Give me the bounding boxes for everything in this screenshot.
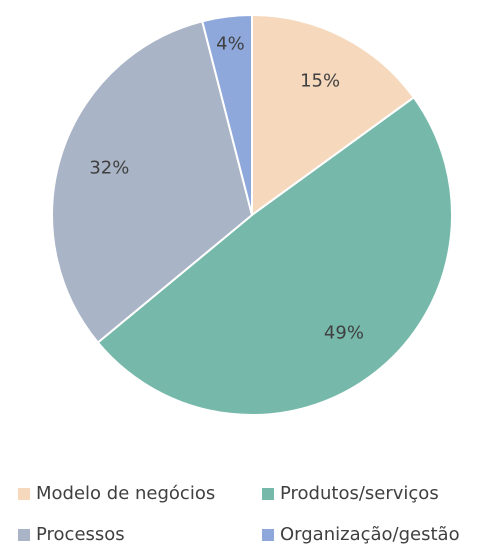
legend-marker <box>18 488 30 500</box>
legend-marker <box>262 529 274 541</box>
data-label: 32% <box>89 158 129 179</box>
data-label: 49% <box>324 323 364 344</box>
pie-slice <box>96 96 453 416</box>
legend-label: Modelo de negócios <box>36 483 215 504</box>
legend-marker <box>18 529 30 541</box>
legend-label: Organização/gestão <box>280 524 460 545</box>
legend-label: Produtos/serviços <box>280 483 439 504</box>
data-label: 15% <box>300 70 340 91</box>
data-label: 4% <box>216 33 245 54</box>
pie-slice <box>251 13 416 217</box>
pie-slice <box>51 20 254 344</box>
pie-slice <box>201 13 253 216</box>
legend-marker <box>262 488 274 500</box>
legend-label: Processos <box>36 524 125 545</box>
